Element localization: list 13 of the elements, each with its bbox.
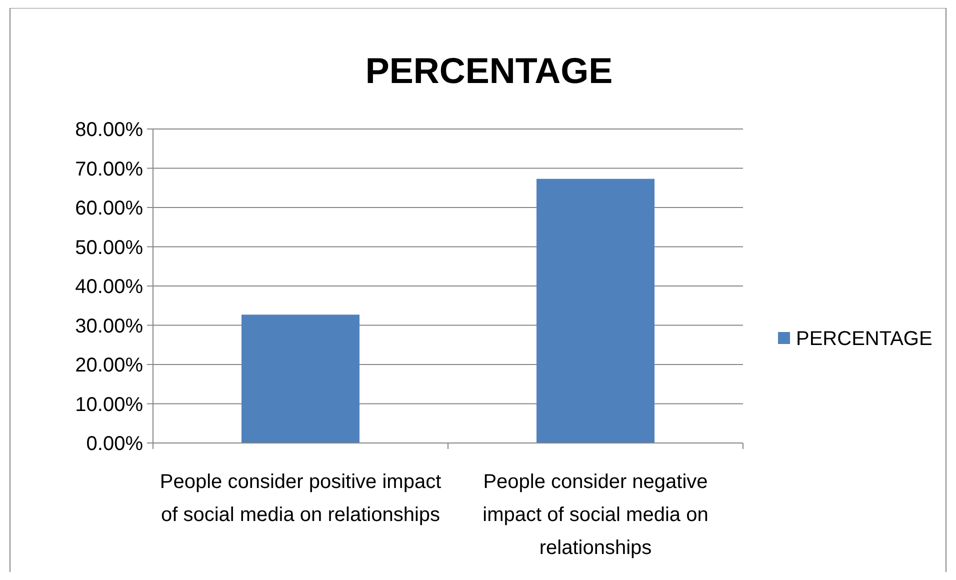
y-tick-label: 0.00% [86,433,144,455]
y-tick-label: 50.00% [75,236,144,259]
y-tick-label: 40.00% [75,276,144,298]
y-tick-label: 60.00% [75,198,144,220]
x-tick-label: People consider positive impact of social media on relationships [160,471,442,526]
y-tick-label: 30.00% [75,315,144,338]
y-tick-label: 80.00% [75,119,144,141]
y-tick-label: 20.00% [75,354,144,376]
x-tick-label: People consider negative impact of social media on relationships [482,471,708,559]
legend-label: PERCENTAGE [796,328,932,350]
chart-title: PERCENTAGE [365,50,613,91]
y-tick-label: 70.00% [75,158,144,180]
y-tick-label: 10.00% [75,394,144,416]
